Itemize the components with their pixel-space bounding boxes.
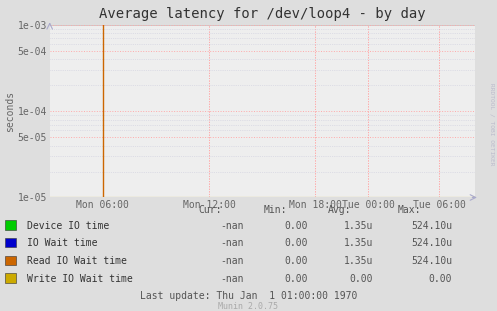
Text: -nan: -nan: [220, 274, 244, 284]
Text: 524.10u: 524.10u: [411, 256, 452, 266]
Text: Munin 2.0.75: Munin 2.0.75: [219, 302, 278, 311]
Text: -nan: -nan: [220, 256, 244, 266]
Text: 0.00: 0.00: [285, 256, 308, 266]
Text: Min:: Min:: [263, 205, 287, 215]
Text: -nan: -nan: [220, 238, 244, 248]
Text: Avg:: Avg:: [328, 205, 351, 215]
Text: Device IO time: Device IO time: [27, 220, 109, 230]
Text: Max:: Max:: [398, 205, 421, 215]
Text: 1.35u: 1.35u: [343, 238, 373, 248]
Y-axis label: seconds: seconds: [5, 91, 15, 132]
Text: 0.00: 0.00: [349, 274, 373, 284]
Text: -nan: -nan: [220, 220, 244, 230]
Text: 1.35u: 1.35u: [343, 256, 373, 266]
Text: Read IO Wait time: Read IO Wait time: [27, 256, 127, 266]
Text: Last update: Thu Jan  1 01:00:00 1970: Last update: Thu Jan 1 01:00:00 1970: [140, 291, 357, 301]
Text: Write IO Wait time: Write IO Wait time: [27, 274, 133, 284]
Text: Cur:: Cur:: [199, 205, 222, 215]
Text: 0.00: 0.00: [429, 274, 452, 284]
Text: 524.10u: 524.10u: [411, 220, 452, 230]
Text: 524.10u: 524.10u: [411, 238, 452, 248]
Text: 0.00: 0.00: [285, 238, 308, 248]
Text: IO Wait time: IO Wait time: [27, 238, 98, 248]
Text: RRDTOOL / TOBI OETIKER: RRDTOOL / TOBI OETIKER: [490, 83, 495, 166]
Text: 0.00: 0.00: [285, 220, 308, 230]
Text: 0.00: 0.00: [285, 274, 308, 284]
Text: 1.35u: 1.35u: [343, 220, 373, 230]
Title: Average latency for /dev/loop4 - by day: Average latency for /dev/loop4 - by day: [99, 7, 425, 21]
